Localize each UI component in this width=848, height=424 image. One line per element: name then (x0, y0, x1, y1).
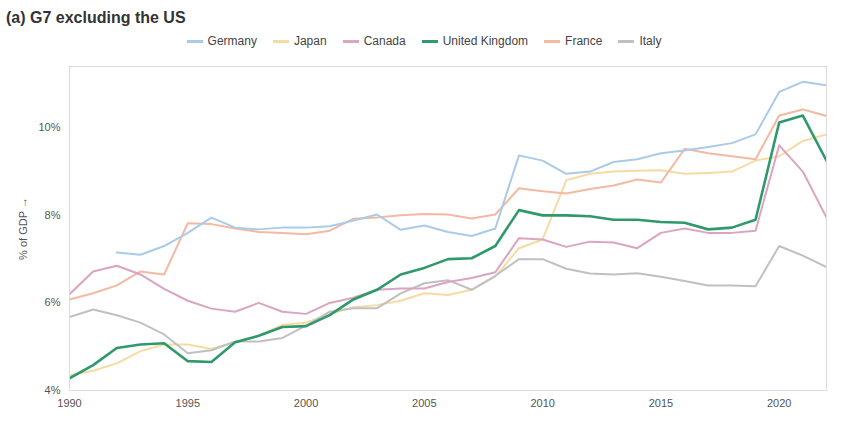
svg-text:2010: 2010 (530, 397, 554, 409)
svg-text:1995: 1995 (176, 397, 200, 409)
html-text:Canada: Canada (363, 34, 406, 48)
svg-text:2015: 2015 (649, 397, 673, 409)
svg-text:2000: 2000 (294, 397, 318, 409)
svg-text:2005: 2005 (412, 397, 436, 409)
svg-text:1990: 1990 (57, 397, 81, 409)
html-text:Italy: Italy (639, 34, 662, 48)
html-text:United Kingdom: United Kingdom (442, 34, 529, 48)
svg-text:% of GDP →: % of GDP → (17, 197, 29, 260)
svg-text:6%: 6% (45, 296, 61, 308)
html-text:France: France (565, 34, 603, 48)
html-text:Germany: Germany (207, 34, 257, 48)
svg-text:4%: 4% (45, 384, 61, 396)
svg-text:10%: 10% (38, 121, 60, 133)
svg-text:2020: 2020 (767, 397, 791, 409)
svg-text:8%: 8% (45, 209, 61, 221)
html-text:(a) G7 excluding the US: (a) G7 excluding the US (6, 9, 186, 26)
html-text:Japan: Japan (293, 34, 327, 48)
